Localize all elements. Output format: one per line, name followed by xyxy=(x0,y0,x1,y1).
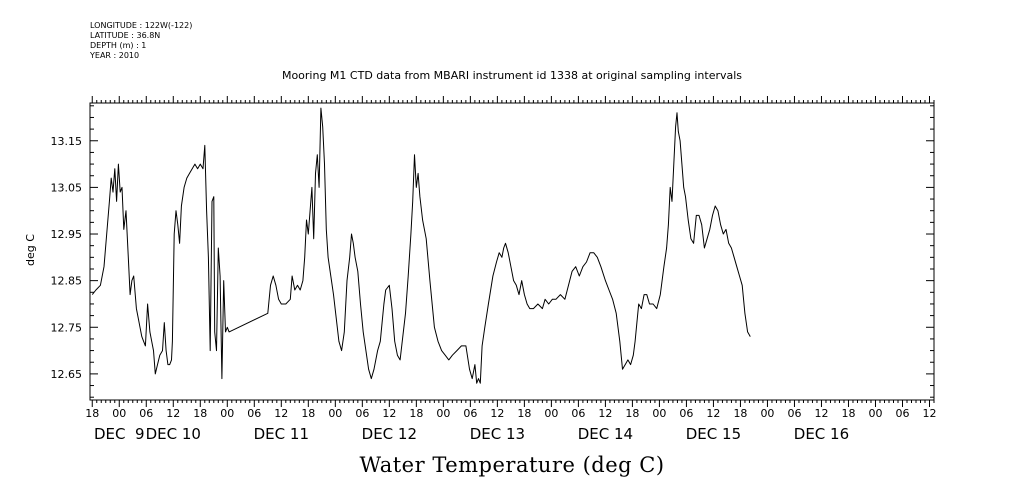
x-hour-label: 12 xyxy=(706,407,720,420)
y-tick-label: 12.95 xyxy=(51,228,83,241)
x-hour-label: 06 xyxy=(571,407,585,420)
x-hour-label: 18 xyxy=(193,407,207,420)
x-hour-label: 06 xyxy=(679,407,693,420)
x-hour-label: 18 xyxy=(301,407,315,420)
x-hour-label: 00 xyxy=(652,407,666,420)
x-day-label: DEC 16 xyxy=(794,425,849,443)
x-hour-label: 18 xyxy=(841,407,855,420)
x-hour-label: 18 xyxy=(409,407,423,420)
x-hour-label: 06 xyxy=(355,407,369,420)
y-tick-label: 12.85 xyxy=(51,275,83,288)
x-day-label: DEC 15 xyxy=(686,425,741,443)
x-hour-label: 06 xyxy=(463,407,477,420)
x-hour-label: 12 xyxy=(274,407,288,420)
x-hour-label: 12 xyxy=(382,407,396,420)
x-hour-label: 12 xyxy=(922,407,936,420)
y-axis-label: deg C xyxy=(24,234,37,266)
longitude-label: LONGITUDE : 122W(-122) xyxy=(90,21,193,30)
depth-label: DEPTH (m) : 1 xyxy=(90,41,147,50)
y-tick-label: 13.15 xyxy=(51,135,83,148)
x-day-label: DEC 14 xyxy=(578,425,633,443)
x-hour-label: 00 xyxy=(436,407,450,420)
x-day-label: DEC 10 xyxy=(146,425,201,443)
year-label: YEAR : 2010 xyxy=(90,51,140,60)
chart-footer: Water Temperature (deg C) xyxy=(359,453,665,477)
x-hour-label: 18 xyxy=(733,407,747,420)
x-hour-label: 12 xyxy=(490,407,504,420)
x-hour-label: 00 xyxy=(220,407,234,420)
y-tick-label: 13.05 xyxy=(51,181,83,194)
axes: 12.65 12.75 12.85 12.95 13.05 13.15 18 00 06 12 18… xyxy=(51,96,936,443)
x-hour-label: 00 xyxy=(760,407,774,420)
x-hour-label: 00 xyxy=(544,407,558,420)
series-line xyxy=(91,107,751,384)
x-hour-label: 06 xyxy=(895,407,909,420)
x-hour-label: 18 xyxy=(517,407,531,420)
y-tick-label: 12.65 xyxy=(51,368,83,381)
x-hour-label: 00 xyxy=(868,407,882,420)
x-hour-label: 06 xyxy=(787,407,801,420)
chart-title: Mooring M1 CTD data from MBARI instrumen… xyxy=(281,69,743,82)
x-hour-label: 12 xyxy=(814,407,828,420)
x-hour-label: 00 xyxy=(328,407,342,420)
x-hour-label: 00 xyxy=(112,407,126,420)
plot-frame xyxy=(89,102,935,401)
x-hour-label: 12 xyxy=(598,407,612,420)
x-hour-label: 12 xyxy=(166,407,180,420)
x-day-label: DEC 11 xyxy=(254,425,309,443)
series-layer xyxy=(91,107,751,384)
x-hour-label: 06 xyxy=(139,407,153,420)
latitude-label: LATITUDE : 36.8N xyxy=(90,31,161,40)
plot-metadata: LONGITUDE : 122W(-122) LATITUDE : 36.8N … xyxy=(90,21,192,61)
x-day-label: DEC 9 xyxy=(94,425,145,443)
x-hour-label: 06 xyxy=(247,407,261,420)
x-day-label: DEC 13 xyxy=(470,425,525,443)
x-hour-label: 18 xyxy=(85,407,99,420)
x-hour-label: 18 xyxy=(625,407,639,420)
x-day-label: DEC 12 xyxy=(362,425,417,443)
y-tick-label: 12.75 xyxy=(51,321,83,334)
